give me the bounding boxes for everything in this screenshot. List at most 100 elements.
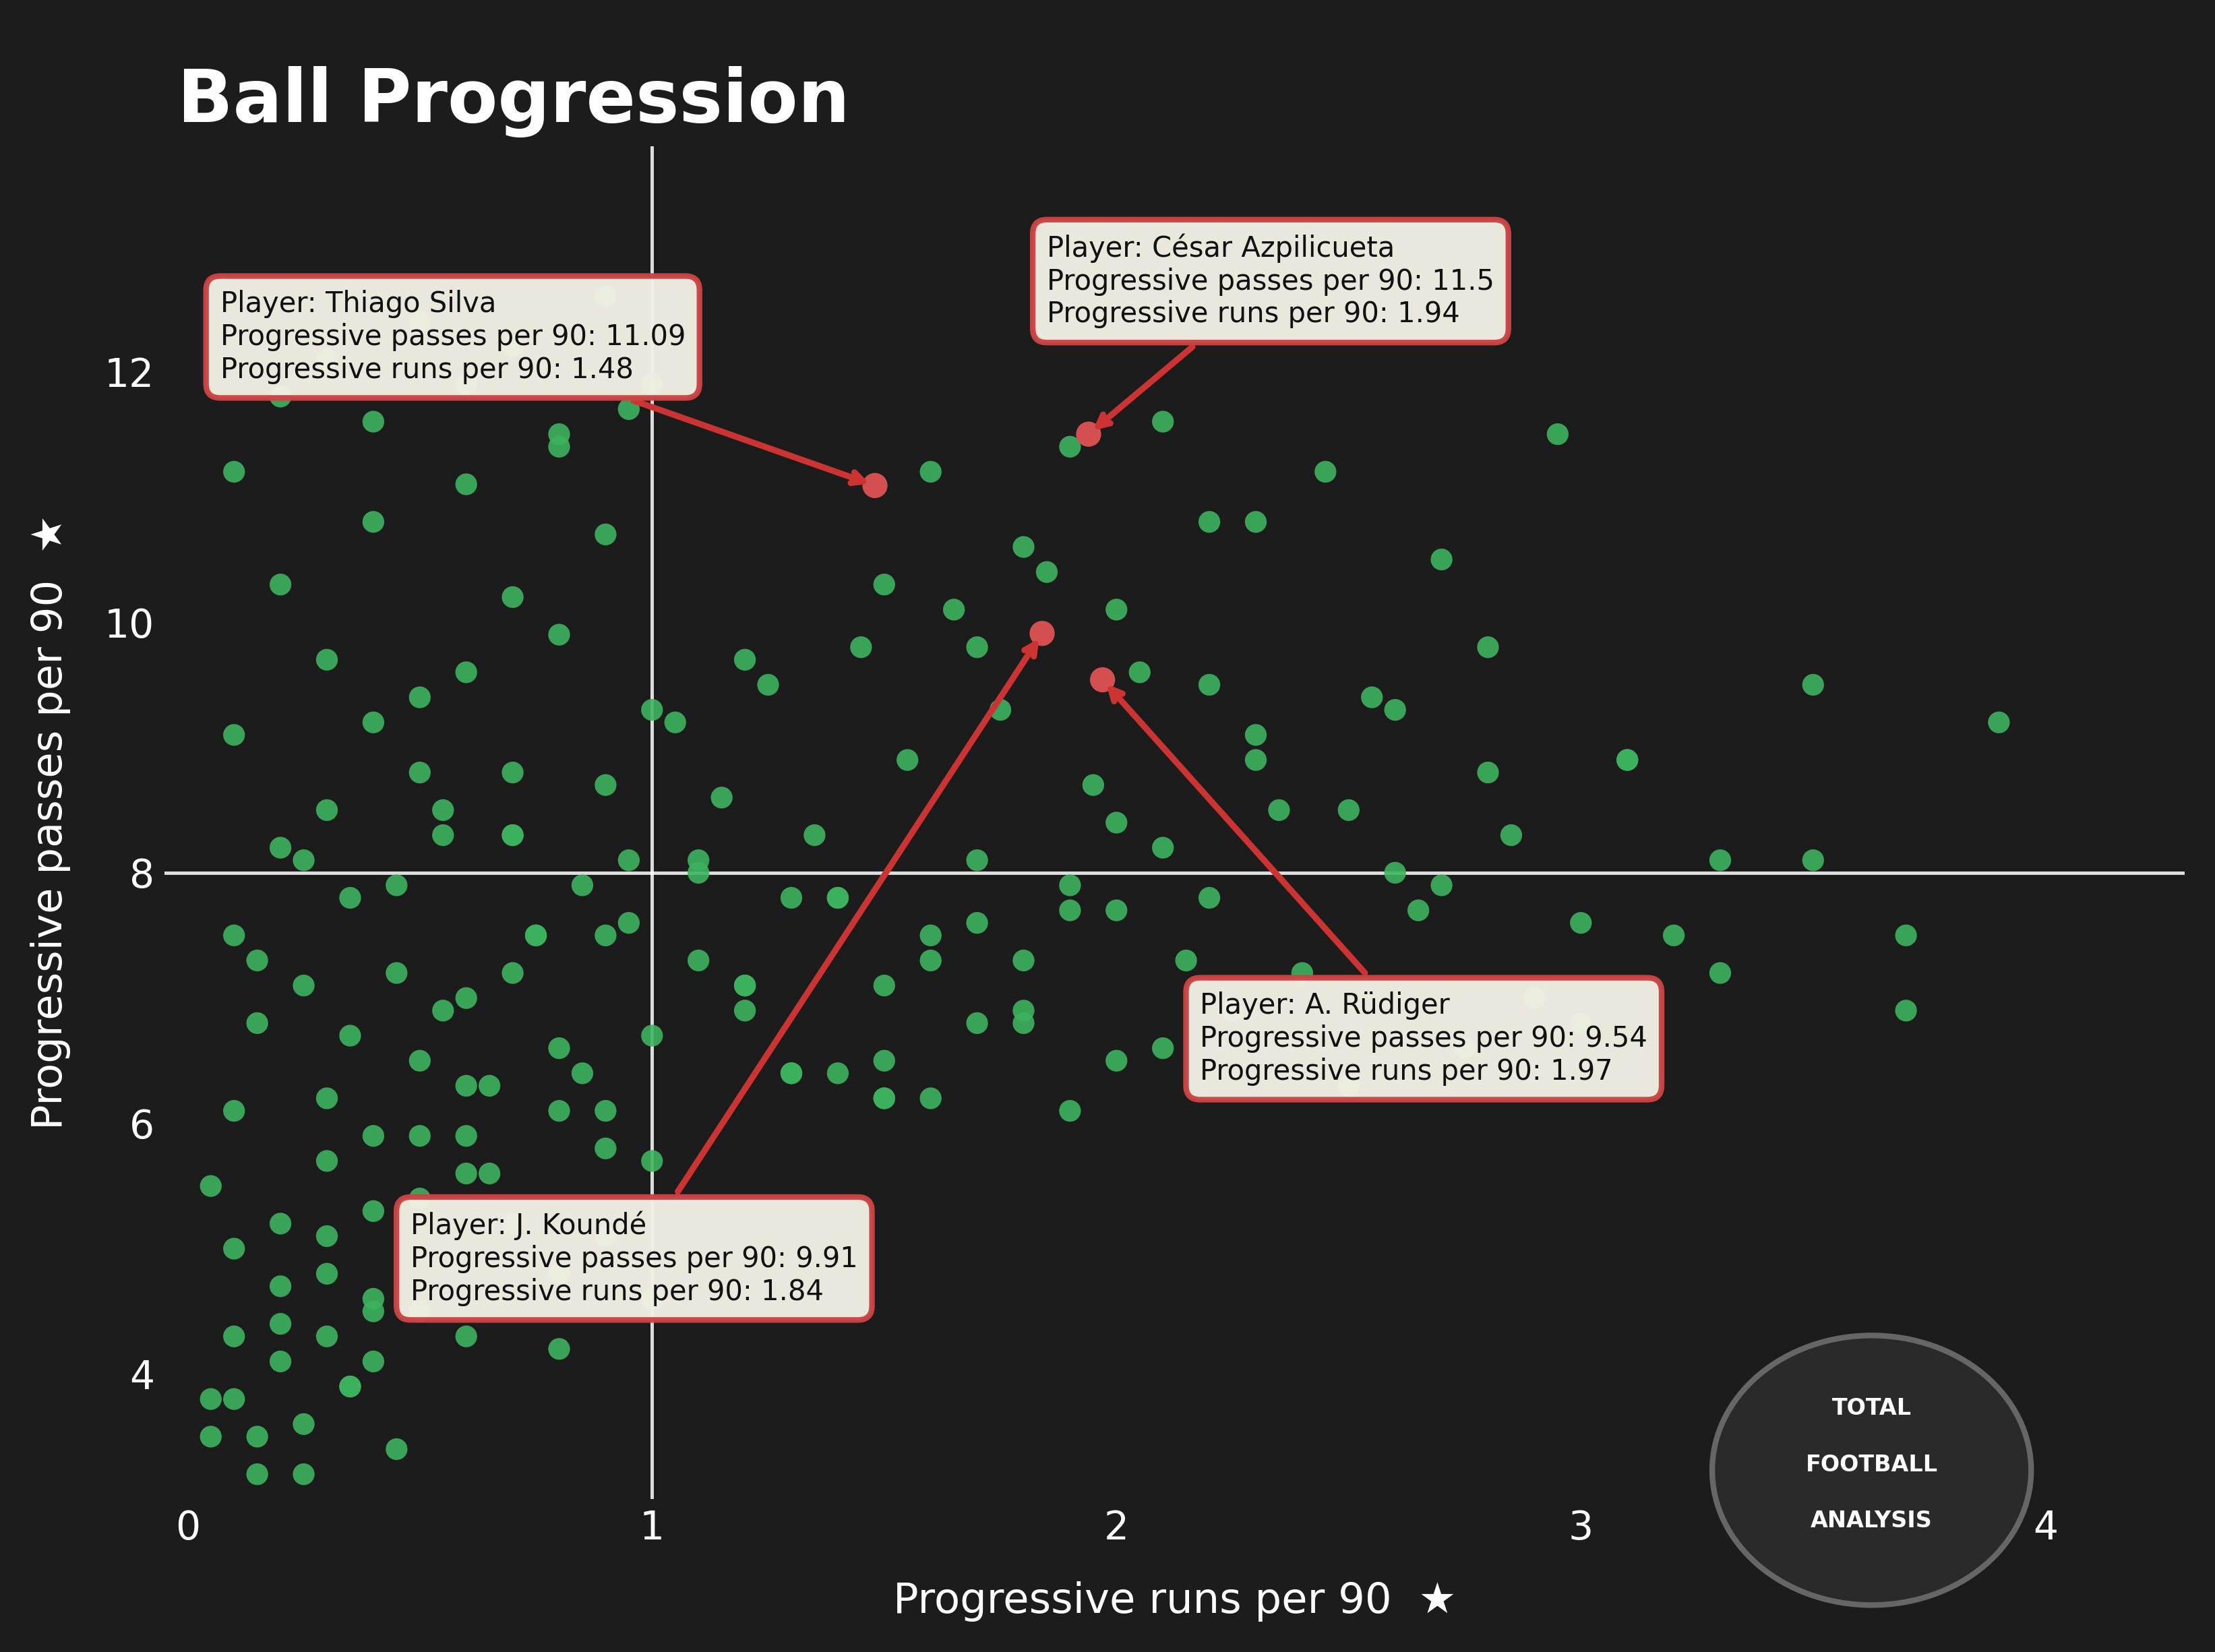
Point [1192,672,1227,699]
Point [357,1348,392,1374]
Point [332,884,368,910]
Point [494,960,529,986]
Point [1703,960,1739,986]
Point [727,973,762,999]
Text: Player: J. Koundé
Progressive passes per 90: 9.91
Progressive runs per 90: 1.84: Player: J. Koundé Progressive passes per… [410,644,1034,1307]
Point [447,471,483,497]
Point [611,396,647,423]
Point [1099,1047,1134,1074]
Point [264,1211,299,1237]
Point [587,1097,622,1123]
Point [379,960,414,986]
Point [1052,433,1088,459]
Point [959,910,995,937]
Point [518,922,554,948]
Point [565,1061,600,1087]
Point [310,1148,346,1175]
Point [264,834,299,861]
Point [866,1047,902,1074]
Point [264,383,299,410]
Point [727,646,762,672]
Point [264,1310,299,1336]
Point [633,1285,669,1312]
Point [239,947,275,973]
Point [425,998,461,1024]
Point [332,1373,368,1399]
Point [1099,596,1134,623]
Point [611,910,647,937]
Point [1145,834,1181,861]
Point [264,1348,299,1374]
Point [1424,547,1460,573]
Point [1006,947,1041,973]
Point [1887,922,1923,948]
Point [357,1298,392,1325]
Point [1353,684,1389,710]
Point [1307,459,1342,486]
Point [518,922,554,948]
Point [264,572,299,598]
Point [1493,823,1528,849]
Text: ANALYSIS: ANALYSIS [1810,1510,1934,1531]
Point [913,459,948,486]
Point [1424,872,1460,899]
Point [751,672,786,699]
Point [1796,672,1832,699]
Point [217,922,253,948]
Point [773,1061,808,1087]
Point [540,433,576,459]
Point [565,872,600,899]
Y-axis label: Progressive passes per 90  ★: Progressive passes per 90 ★ [31,515,71,1130]
Point [1030,558,1065,585]
Point [357,408,392,434]
Point [1331,796,1367,823]
Point [494,583,529,610]
Point [217,1323,253,1350]
Point [633,370,669,396]
Point [403,1047,439,1074]
Point [1260,796,1296,823]
Point [1006,534,1041,560]
Point [239,1424,275,1450]
Point [1099,897,1134,923]
Point [286,1460,321,1487]
Point [727,973,762,999]
Point [983,697,1019,724]
Point [959,634,995,661]
Point [310,345,346,372]
Point [1052,872,1088,899]
Point [1564,1009,1599,1036]
Point [913,922,948,948]
Point [1076,771,1112,798]
Point [217,722,253,748]
Point [217,1097,253,1123]
Point [1006,998,1041,1024]
Point [403,309,439,335]
Point [472,1072,507,1099]
Point [403,684,439,710]
Point [447,370,483,396]
Point [587,922,622,948]
Point [540,1336,576,1363]
Point [587,771,622,798]
Point [494,334,529,360]
Point [447,1160,483,1186]
Point [1400,897,1435,923]
Point [1023,620,1059,646]
Point [379,1436,414,1462]
Point [844,634,879,661]
Point [332,1023,368,1049]
Point [447,985,483,1011]
Point [472,1160,507,1186]
Point [1145,408,1181,434]
Point [1331,1072,1367,1099]
Point [540,1260,576,1287]
Point [193,1386,228,1412]
Text: Player: Thiago Silva
Progressive passes per 90: 11.09
Progressive runs per 90: 1: Player: Thiago Silva Progressive passes … [219,291,864,482]
Point [403,1186,439,1213]
Point [357,1123,392,1150]
Point [1099,809,1134,836]
Point [357,1198,392,1224]
Point [1285,960,1320,986]
Point [286,847,321,874]
